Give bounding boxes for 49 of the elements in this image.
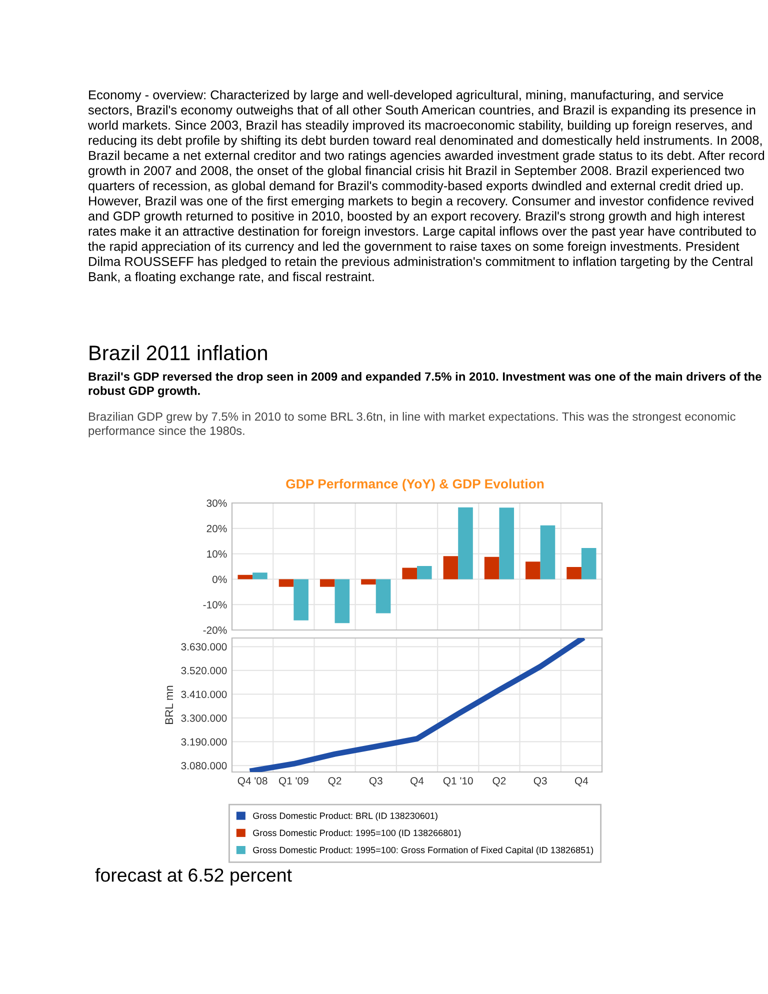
y-tick-label: 0% xyxy=(212,576,227,584)
y-tick-label: 3.520.000 xyxy=(181,666,227,674)
bar xyxy=(252,572,268,580)
bar xyxy=(294,579,308,620)
bar xyxy=(278,579,294,587)
y-tick-label: 30% xyxy=(206,500,227,507)
legend-label: Gross Domestic Product: 1995=100 (ID 138266801) xyxy=(253,829,461,838)
x-tick-label: Q3 xyxy=(534,777,547,786)
x-tick-label: Q3 xyxy=(369,777,382,786)
text: Brazilian GDP grew by 7.5% in 2010 to some BRL 3.6tn, in line with market expectations. This was the strongest economic performance since the 1980s. xyxy=(88,412,736,438)
chart-title: GDP Performance (YoY) & GDP Evolution xyxy=(286,478,544,492)
x-tick-label: Q4 xyxy=(574,777,588,786)
y-tick-label: 3.410.000 xyxy=(181,690,227,698)
y-tick-label: 10% xyxy=(207,550,227,558)
bar xyxy=(581,548,596,580)
bar xyxy=(334,579,350,624)
text: Brazil's GDP reversed the drop seen in 2009 and expanded 7.5% in 2010. Investment was one of the main drivers of the robust GDP growth. xyxy=(88,372,762,398)
y-tick-label: 3.190.000 xyxy=(181,738,227,746)
bar xyxy=(484,556,500,580)
legend-label: Gross Domestic Product: 1995=100: Gross Formation of Fixed Capital (ID 13826851) xyxy=(253,846,594,855)
bar xyxy=(238,574,253,580)
y-tick-label: 3.080.000 xyxy=(181,762,227,770)
legend-label: Gross Domestic Product: BRL (ID 138230601) xyxy=(253,812,438,821)
bar xyxy=(320,579,335,587)
x-tick-label: Q4 '08 xyxy=(238,777,268,786)
bar xyxy=(402,568,417,580)
text: Brazil 2011 inflation xyxy=(90,345,267,360)
bar xyxy=(361,579,376,585)
y-tick-label: 20% xyxy=(206,524,227,532)
bar xyxy=(443,556,458,580)
x-tick-label: Q2 xyxy=(328,777,342,786)
x-tick-label: Q4 xyxy=(410,777,424,786)
text: Economy - overview: Characterized by large and well-developed agricultural, mining, manufacturing, and service sectors, Brazil's economy outweighs that of all other South American countries, and Brazil is expanding its presence in world markets. Since 2003, Brazil has steadily improved its macroeconomic stability, building up foreign reserves, and reducing its debt profile by shifting its debt burden toward real denominated and domestically held instruments. In 2008, Brazil became a net external creditor and two ratings agencies awarded investment grade status to its debt. After record growth in 2007 and 2008, the onset of the global financial crisis hit Brazil in September 2008. Brazil experienced two quarters of recession, as global demand for Brazil's commodity-based exports dwindled and external credit dried up. However, Brazil was one of the first emerging markets to begin a recovery. Consumer and investor confidence revived and GDP growth returned to positive in 2010, boosted by an export recovery. Brazil's strong growth and high interest rates make it an attractive destination for foreign investors. Large capital inflows over the past year have contributed to the rapid appreciation of its currency and led the government to raise taxes on some foreign investments. President Dilma ROUSSEFF has pledged to retain the previous administration's commitment to inflation targeting by the Central Bank, a floating exchange rate, and fiscal restraint. xyxy=(88,90,764,284)
x-tick-label: Q2 xyxy=(492,777,506,786)
bar xyxy=(526,562,540,580)
y-tick-label: 3.630.000 xyxy=(181,643,227,651)
bar xyxy=(566,567,582,580)
y-tick-label: 3.300.000 xyxy=(181,714,227,722)
bar xyxy=(540,525,556,580)
bar xyxy=(499,508,514,580)
bar xyxy=(417,566,432,580)
y-tick-label: -20% xyxy=(203,626,227,634)
x-tick-label: Q1 '09 xyxy=(278,777,308,786)
y-axis-title: BRL mn xyxy=(165,686,173,724)
x-tick-label: Q1 '10 xyxy=(443,777,473,786)
y-tick-label: -10% xyxy=(203,601,227,608)
bar xyxy=(458,507,473,580)
bar xyxy=(376,579,391,614)
text: forecast at 6.52 percent xyxy=(95,868,292,886)
